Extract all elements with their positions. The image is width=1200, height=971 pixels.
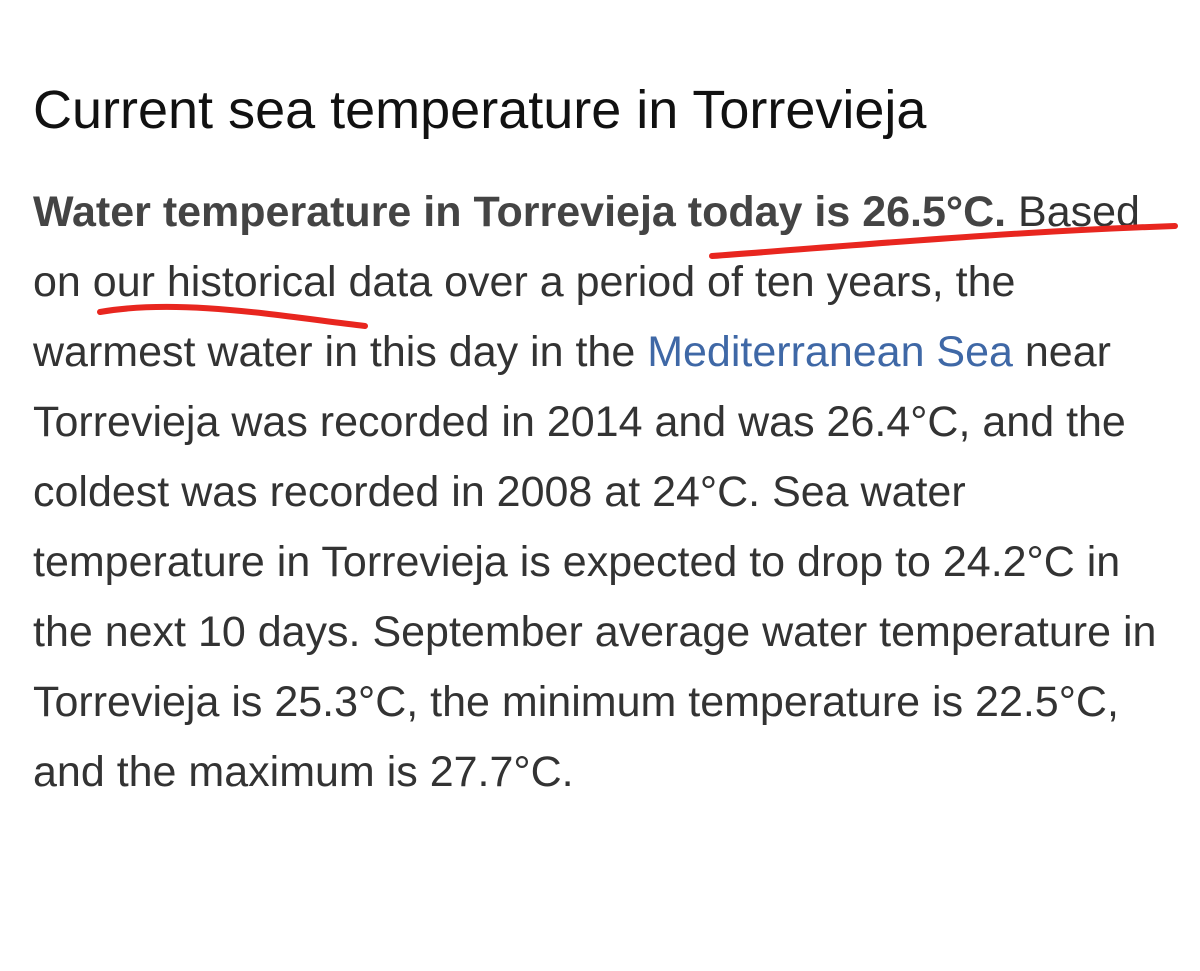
- bold-text: Water temperature in Torrevieja today is…: [33, 188, 1007, 236]
- title: Current sea temperature in Torrevieja: [33, 80, 927, 140]
- text: near Torrevieja was recorded in 2014 and…: [33, 328, 1157, 796]
- link[interactable]: Mediterranean Sea: [647, 328, 1013, 376]
- paragraph: Water temperature in Torrevieja today is…: [33, 177, 1173, 807]
- text: Based on our historical data over a peri…: [33, 188, 1140, 376]
